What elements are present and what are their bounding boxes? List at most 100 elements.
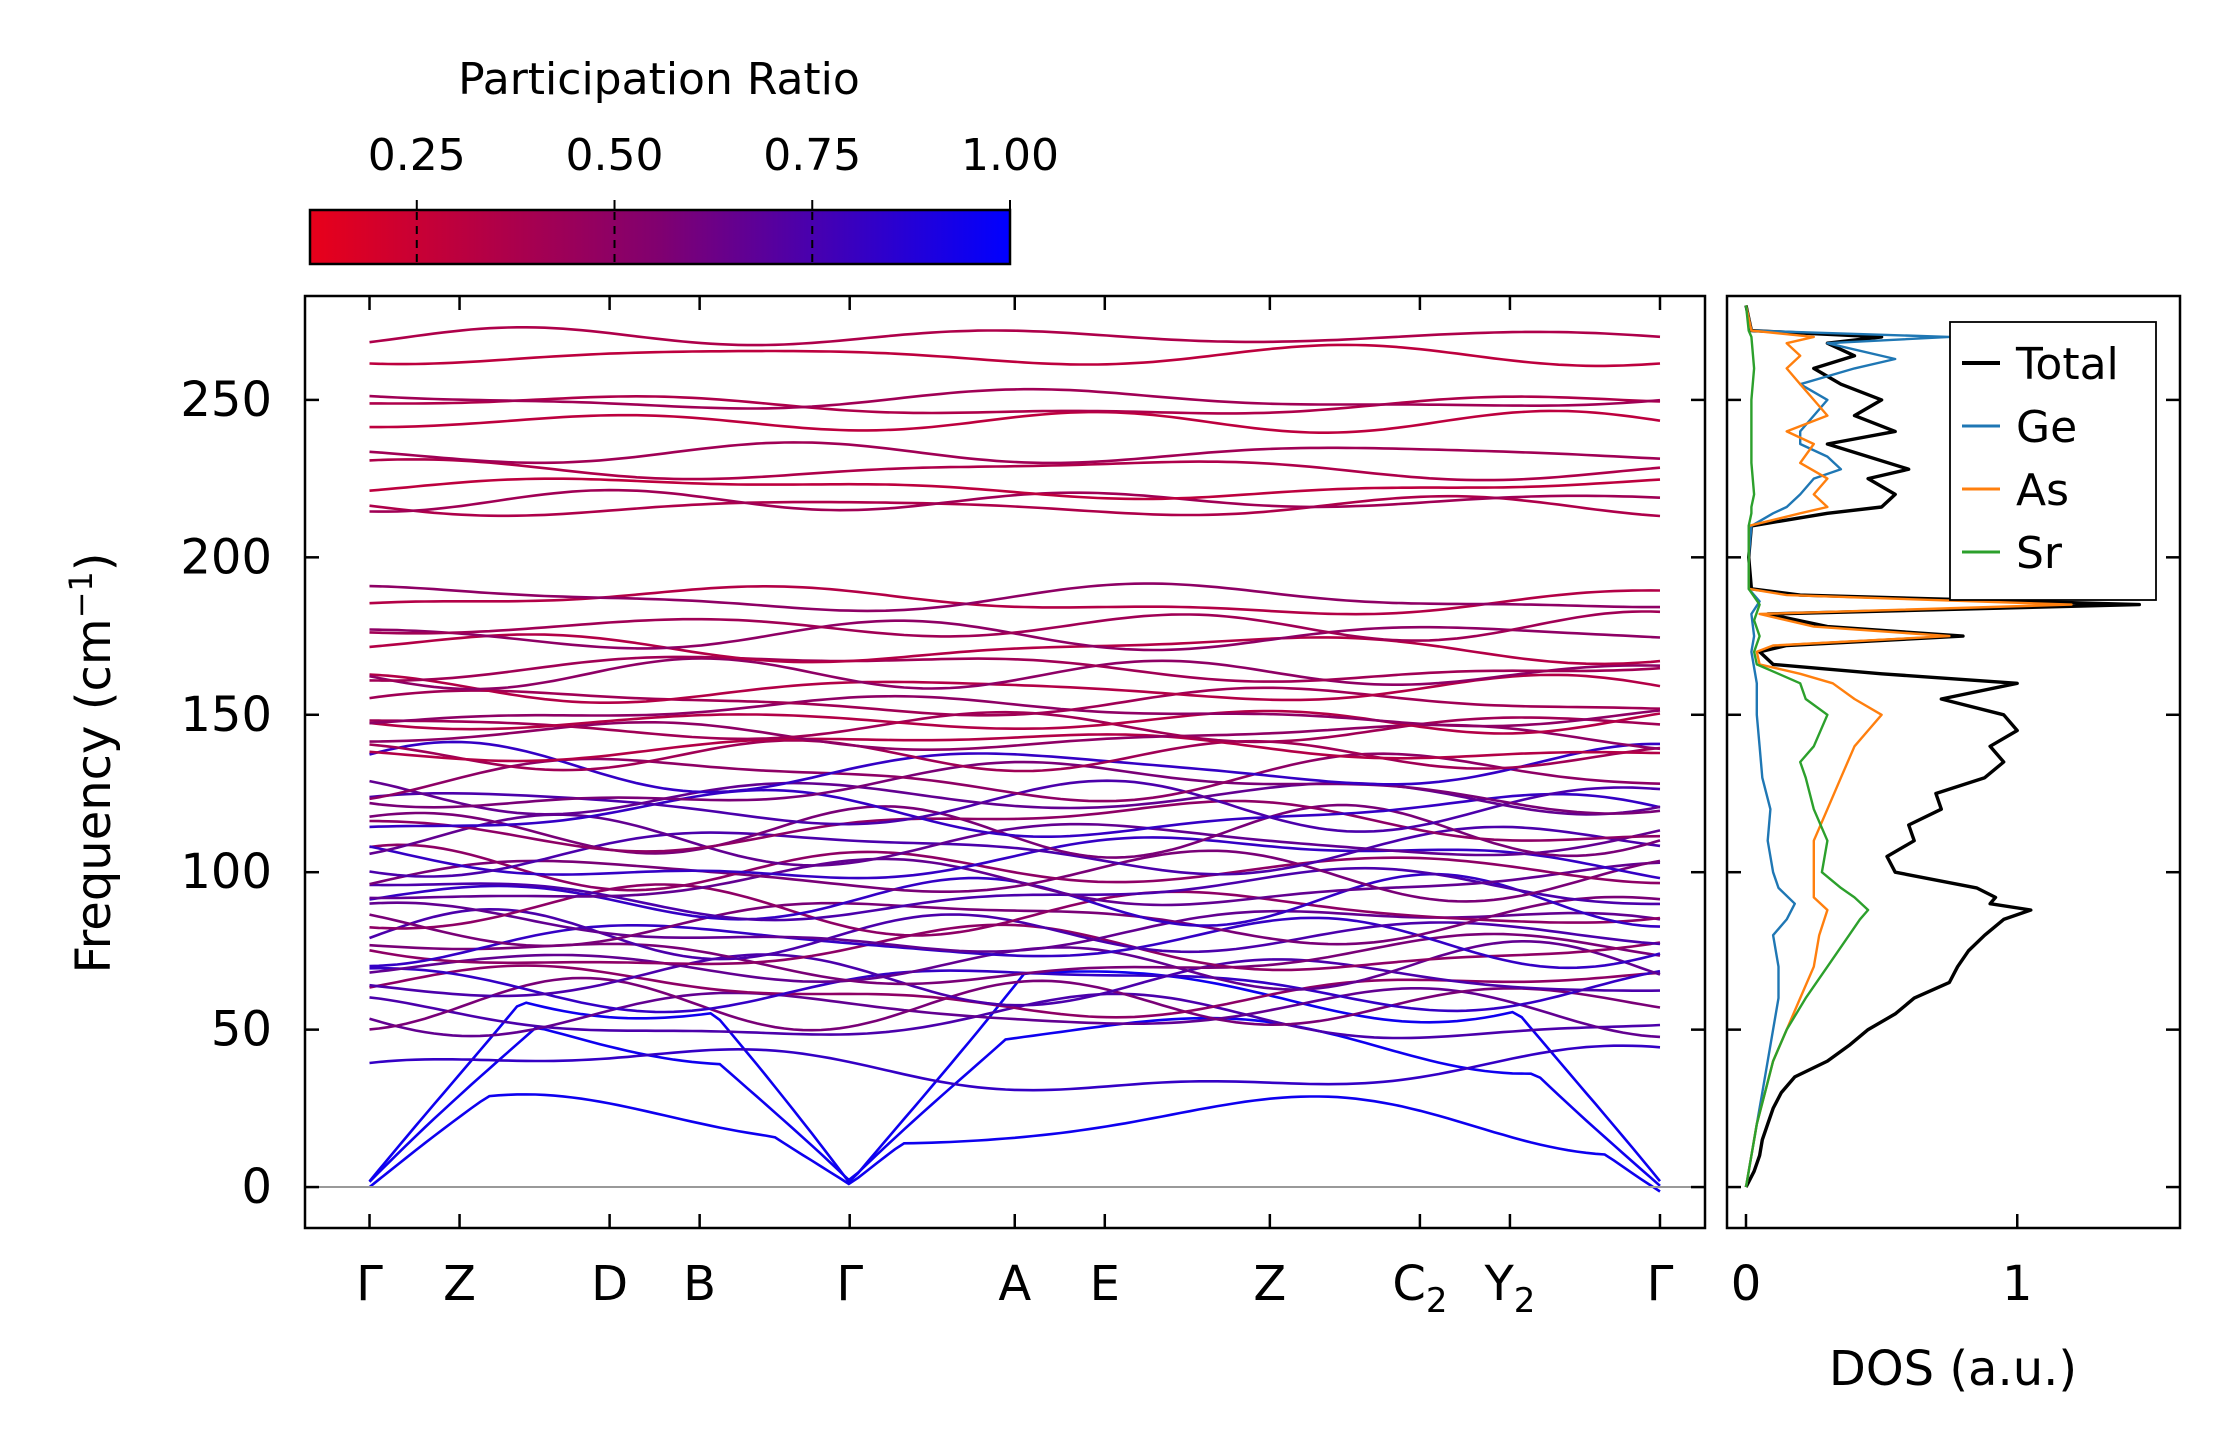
dos-x-tick-label: 1 xyxy=(2002,1256,2033,1312)
phonon-band xyxy=(369,387,1661,410)
phonon-band xyxy=(369,582,1660,613)
phonon-band xyxy=(369,326,1661,347)
colorbar-ticks: 0.25 0.50 0.75 1.00 xyxy=(368,130,1059,262)
colorbar-tick-label: 0.25 xyxy=(368,130,466,181)
phonon-band xyxy=(369,657,1661,691)
y-tick-label: 0 xyxy=(241,1159,272,1215)
colorbar-tick-label: 0.50 xyxy=(566,130,664,181)
phonon-band xyxy=(369,633,1661,666)
band-structure-panel: 0 50 100 150 200 250 Γ Z D B Γ A E Z C2 Y2 Γ Frequency … xyxy=(62,294,1707,1321)
k-point-label: Γ xyxy=(1647,1256,1674,1312)
k-point-label: Z xyxy=(443,1256,476,1312)
phonon-band xyxy=(369,694,1661,728)
dos-x-axis-label: DOS (a.u.) xyxy=(1829,1341,2077,1397)
y-axis-label: Frequency (cm−1) xyxy=(62,552,122,973)
phonon-band xyxy=(369,895,1661,948)
phonon-band xyxy=(369,953,1661,1007)
y-axis-label-sup: −1 xyxy=(62,571,100,618)
k-point-label: B xyxy=(683,1256,716,1312)
y-axis-ticks: 0 50 100 150 200 250 xyxy=(180,372,1705,1215)
band-lines xyxy=(368,326,1662,1193)
colorbar-tick-label: 0.75 xyxy=(763,130,861,181)
phonon-band xyxy=(369,584,1661,616)
dos-legend[interactable]: Total Ge As Sr xyxy=(1949,321,2157,601)
k-point-label: E xyxy=(1090,1256,1120,1312)
band-axes-frame xyxy=(303,294,1707,1230)
dos-lines xyxy=(1744,305,2141,1188)
phonon-band xyxy=(369,686,1661,717)
phonon-band xyxy=(369,494,1661,518)
k-point-label: Γ xyxy=(356,1256,383,1312)
y-tick-label: 200 xyxy=(180,529,272,585)
phonon-band xyxy=(369,857,1661,907)
phonon-band xyxy=(369,966,1661,1014)
legend-box xyxy=(1949,321,2157,601)
y-tick-label: 100 xyxy=(180,844,272,900)
colorbar-tick-label: 1.00 xyxy=(961,130,1059,181)
colorbar-gradient xyxy=(308,208,1012,266)
k-point-label: Γ xyxy=(836,1256,863,1312)
phonon-band xyxy=(369,1044,1661,1092)
k-point-label: C2 xyxy=(1392,1256,1447,1321)
phonon-band xyxy=(368,970,1662,1184)
phonon-band xyxy=(369,655,1661,683)
dos-series-sr xyxy=(1744,305,1870,1188)
phonon-band xyxy=(369,803,1661,859)
phonon-band xyxy=(369,866,1660,922)
phonon-band xyxy=(369,976,1661,1032)
legend-entry: Ge xyxy=(2016,402,2077,453)
colorbar: Participation Ratio 0.25 0.50 0.75 1.00 xyxy=(308,54,1059,266)
phonon-band xyxy=(369,477,1661,501)
k-point-label: Y2 xyxy=(1483,1256,1535,1321)
phonon-band xyxy=(368,1093,1661,1193)
phonon-band xyxy=(369,441,1661,465)
phonon-band xyxy=(369,799,1661,853)
phonon-band xyxy=(369,849,1661,903)
legend-entry: Total xyxy=(2015,339,2119,390)
phonon-band xyxy=(369,843,1661,892)
phonon-band xyxy=(369,740,1660,794)
phonon-band xyxy=(369,673,1661,704)
phonon-band xyxy=(369,488,1661,513)
phonon-band xyxy=(369,709,1661,735)
k-point-label: D xyxy=(591,1256,628,1312)
phonon-band xyxy=(369,825,1661,878)
phonon-band xyxy=(369,760,1661,815)
dos-series-as xyxy=(1744,305,2073,1188)
phonon-band xyxy=(369,779,1661,816)
phonon-band xyxy=(369,836,1661,880)
phonon-band xyxy=(369,992,1661,1040)
legend-entry: Sr xyxy=(2016,528,2063,579)
k-point-label: A xyxy=(998,1256,1031,1312)
y-tick-label: 150 xyxy=(180,687,272,743)
y-axis-label-close: ) xyxy=(66,552,122,571)
phonon-band xyxy=(369,733,1661,763)
y-tick-label: 250 xyxy=(180,372,272,428)
k-point-label: Z xyxy=(1253,1256,1286,1312)
phonon-band xyxy=(369,458,1661,482)
y-tick-label: 50 xyxy=(211,1002,272,1058)
phonon-band xyxy=(368,1016,1661,1187)
colorbar-label: Participation Ratio xyxy=(458,54,860,105)
dos-x-tick-label: 0 xyxy=(1731,1256,1762,1312)
phonon-band xyxy=(369,923,1661,972)
phonon-band xyxy=(369,610,1661,642)
dos-y-ticks xyxy=(1727,398,2180,1189)
phonon-band xyxy=(369,394,1661,415)
phonon-band xyxy=(369,343,1661,368)
k-point-ticks: Γ Z D B Γ A E Z C2 Y2 Γ xyxy=(356,296,1674,1321)
y-axis-label-main: Frequency (cm xyxy=(66,618,122,973)
phonon-band xyxy=(369,409,1661,434)
dos-series-ge xyxy=(1744,305,1951,1188)
phonon-band xyxy=(369,710,1661,744)
phonon-band xyxy=(369,788,1661,838)
legend-entry: As xyxy=(2016,465,2069,516)
phonon-band xyxy=(369,932,1661,986)
dos-axes-frame xyxy=(1725,294,2182,1230)
phonon-band xyxy=(369,739,1661,773)
phonon-band xyxy=(369,987,1661,1039)
dos-series-total xyxy=(1744,305,2141,1188)
